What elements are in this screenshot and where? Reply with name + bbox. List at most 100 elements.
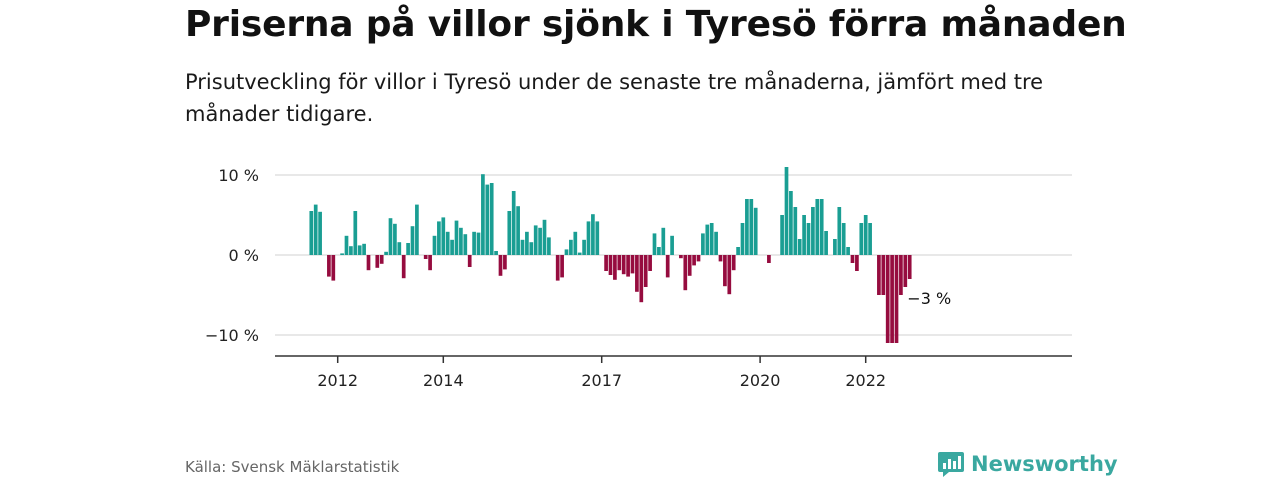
brand-name: Newsworthy	[971, 452, 1118, 476]
y-axis-labels: 10 % 0 % −10 %	[205, 166, 259, 345]
bar	[881, 255, 886, 295]
bar	[705, 224, 710, 255]
bar	[877, 255, 881, 295]
bar	[362, 243, 366, 255]
bar	[723, 255, 727, 287]
bar	[692, 255, 696, 266]
bar	[701, 233, 705, 255]
bar	[481, 174, 485, 255]
bar	[709, 223, 714, 255]
bar	[498, 255, 503, 276]
bar	[415, 204, 419, 255]
bar	[525, 231, 529, 255]
bar	[331, 255, 336, 281]
bar	[397, 242, 402, 255]
bar	[494, 251, 498, 255]
bar	[467, 255, 472, 267]
bar	[780, 215, 784, 255]
bar	[401, 255, 406, 279]
bar	[511, 191, 516, 255]
bar	[740, 223, 745, 255]
bar	[472, 231, 476, 255]
bar	[437, 221, 441, 255]
bar	[885, 255, 890, 343]
bar	[665, 255, 670, 278]
x-tick-label: 2012	[317, 371, 358, 390]
bar	[507, 211, 512, 255]
bar	[555, 255, 560, 281]
bar	[745, 199, 749, 255]
bar	[410, 226, 415, 255]
bar	[718, 255, 723, 262]
bar	[806, 223, 811, 255]
bar	[643, 255, 648, 287]
x-tick-label: 2020	[740, 371, 781, 390]
bar	[868, 223, 872, 255]
bar	[863, 215, 868, 255]
bar	[344, 235, 349, 255]
bar	[784, 167, 789, 255]
bar	[476, 232, 481, 255]
bar	[789, 191, 793, 255]
bar	[679, 255, 683, 259]
bar	[388, 218, 393, 255]
bar	[833, 239, 837, 255]
bar	[846, 247, 850, 255]
bar	[855, 255, 859, 271]
bar	[894, 255, 899, 343]
bar	[714, 231, 718, 255]
bar	[731, 255, 736, 271]
bar	[533, 225, 538, 255]
bar	[547, 237, 551, 255]
bar	[564, 249, 569, 255]
bar	[903, 255, 908, 287]
bar	[503, 255, 507, 270]
bar	[824, 231, 828, 255]
bar	[349, 246, 353, 255]
bar	[767, 255, 771, 263]
annotation: −3 %	[905, 287, 953, 310]
bar	[428, 255, 432, 271]
bar	[802, 215, 806, 255]
bar	[907, 255, 912, 279]
bar	[604, 255, 608, 271]
x-tick-label: 2022	[845, 371, 886, 390]
bar	[613, 255, 617, 280]
bar	[687, 255, 692, 276]
x-tick-label: 2017	[581, 371, 622, 390]
bar	[683, 255, 688, 291]
bar	[635, 255, 639, 292]
bar	[538, 227, 542, 255]
bar	[340, 253, 344, 255]
bar	[454, 220, 459, 255]
bar	[793, 207, 798, 255]
newsworthy-logo-icon	[938, 452, 964, 477]
bar	[749, 199, 754, 255]
bar	[630, 255, 635, 274]
bar	[837, 207, 842, 255]
bar	[560, 255, 564, 278]
bar	[582, 239, 586, 255]
chart-subtitle: Prisutveckling för villor i Tyresö under…	[185, 70, 1044, 126]
brand-logo: Newsworthy	[937, 450, 1118, 478]
bar	[318, 211, 322, 255]
bar-chart: 10 % 0 % −10 % 2012 2014 2017 2020 2022 −3 %	[205, 166, 1072, 390]
bar	[366, 255, 371, 271]
bar	[670, 235, 674, 255]
bar	[819, 199, 824, 255]
bar	[652, 233, 657, 255]
bar	[463, 234, 468, 255]
bar	[353, 211, 358, 255]
bar	[841, 223, 846, 255]
bar	[445, 231, 450, 255]
bar	[406, 243, 410, 255]
chart-title: Priserna på villor sjönk i Tyresö förra …	[185, 4, 1127, 45]
bar	[432, 235, 437, 255]
bar	[859, 223, 864, 255]
bar	[577, 252, 582, 255]
bar	[608, 255, 613, 275]
y-tick-label: −10 %	[205, 326, 259, 345]
bar	[327, 255, 331, 277]
bar	[696, 255, 701, 262]
y-tick-label: 0 %	[229, 246, 259, 265]
